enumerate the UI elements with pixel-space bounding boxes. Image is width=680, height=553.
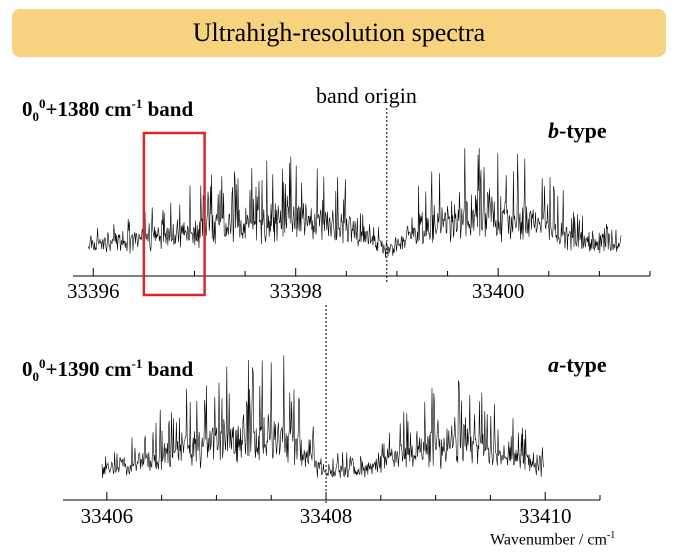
x-tick-label: 33406 <box>81 504 134 528</box>
bottom-type-label: a-type <box>548 352 607 377</box>
x-tick-label: 33400 <box>472 279 525 303</box>
highlight-box <box>142 131 206 297</box>
top-spectrum-panel: 33396 33398 33400 <box>67 108 651 303</box>
top-band-label: 000+1380 cm-1 band <box>22 96 194 125</box>
x-tick-label: 33408 <box>300 504 353 528</box>
band-origin-label: band origin <box>316 83 417 108</box>
chart-title: Ultrahigh-resolution spectra <box>12 9 666 57</box>
bottom-spectrum-panel: 33406 33408 33410 <box>63 305 601 528</box>
chart-title-text: Ultrahigh-resolution spectra <box>192 18 486 47</box>
x-tick-label: 33410 <box>519 504 572 528</box>
top-type-label: b-type <box>548 118 607 143</box>
x-tick-label: 33396 <box>67 279 120 303</box>
bottom-band-label: 000+1390 cm-1 band <box>22 356 194 385</box>
spectrum-trace-0 <box>87 148 622 258</box>
x-axis-label: Wavenumber / cm-1 <box>490 530 616 549</box>
x-tick-label: 33398 <box>269 279 322 303</box>
spectrum-trace-1 <box>101 355 544 478</box>
